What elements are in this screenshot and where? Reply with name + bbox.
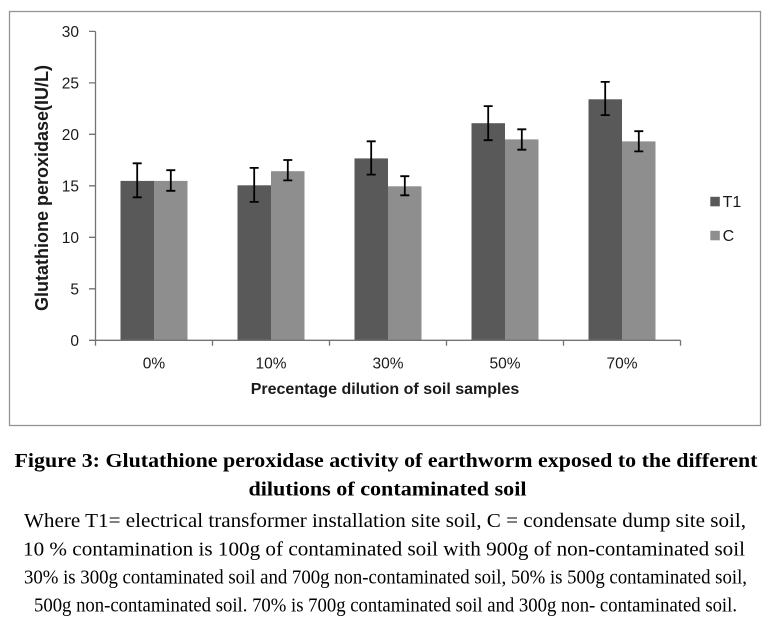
svg-text:T1: T1 <box>723 194 742 211</box>
svg-text:dilutions of contaminated soil: dilutions of contaminated soil <box>249 478 527 500</box>
svg-text:30%: 30% <box>372 356 403 373</box>
svg-text:10%: 10% <box>255 356 286 373</box>
svg-text:70%: 70% <box>606 356 637 373</box>
svg-text:10 % contamination is 100g of: 10 % contamination is 100g of contaminat… <box>23 539 745 561</box>
svg-text:10: 10 <box>62 230 80 247</box>
svg-text:30% is 300g contaminated soil: 30% is 300g contaminated soil and 700g n… <box>24 567 747 589</box>
svg-text:C: C <box>723 228 735 245</box>
svg-text:30: 30 <box>62 24 80 41</box>
svg-text:Glutathione peroxidase(IU/L): Glutathione peroxidase(IU/L) <box>32 65 52 311</box>
svg-text:500g non-contaminated soil. 70: 500g non-contaminated soil. 70% is 700g … <box>34 595 737 617</box>
svg-text:0: 0 <box>70 333 79 350</box>
svg-text:25: 25 <box>62 75 79 92</box>
svg-text:Figure 3: Glutathione peroxida: Figure 3: Glutathione peroxidase activit… <box>15 450 758 472</box>
svg-text:Precentage dilution of soil sa: Precentage dilution of soil samples <box>251 381 520 398</box>
svg-text:0%: 0% <box>143 356 166 373</box>
svg-text:15: 15 <box>62 178 79 195</box>
svg-text:20: 20 <box>62 127 80 144</box>
svg-text:Where T1= electrical transform: Where T1= electrical transformer install… <box>24 510 746 532</box>
svg-text:5: 5 <box>70 281 79 298</box>
svg-text:50%: 50% <box>489 356 520 373</box>
